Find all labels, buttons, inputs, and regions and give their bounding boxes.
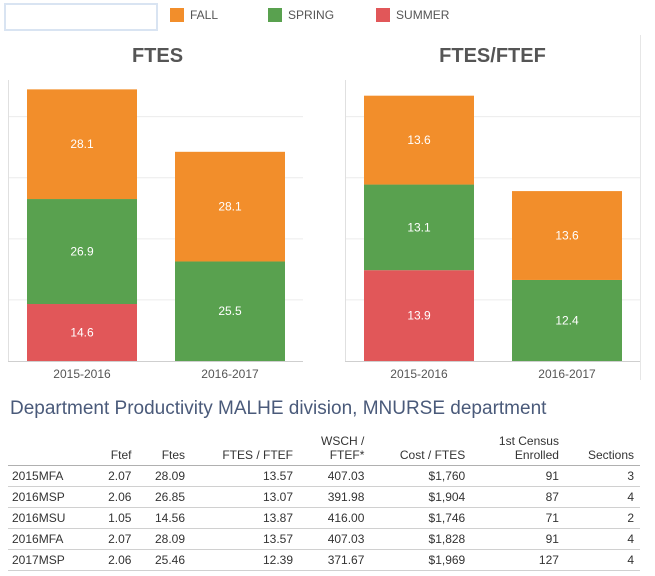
table-cell: 391.98 bbox=[327, 490, 365, 504]
data-label: 13.6 bbox=[555, 229, 579, 243]
table-cell: 28.09 bbox=[155, 469, 186, 483]
chart-title-ftes: FTES bbox=[131, 45, 184, 67]
bar-fall-2015-2016[interactable] bbox=[364, 95, 474, 185]
data-label: 13.6 bbox=[407, 133, 431, 147]
data-label: 28.1 bbox=[218, 200, 242, 214]
column-header: 1st Census Enrolled bbox=[498, 434, 559, 462]
table-cell: $1,904 bbox=[428, 490, 466, 504]
table-cell: 91 bbox=[545, 469, 559, 483]
table-cell: 4 bbox=[627, 490, 634, 504]
table-cell: 26.85 bbox=[155, 490, 186, 504]
legend-item-summer[interactable]: SUMMER bbox=[376, 8, 449, 22]
column-header: Ftef bbox=[110, 448, 132, 462]
table-cell: 87 bbox=[545, 490, 559, 504]
bar-summer-2015-2016[interactable] bbox=[27, 304, 137, 361]
table-cell: 13.57 bbox=[262, 532, 293, 546]
legend-swatch-summer bbox=[376, 8, 391, 22]
legend: FALL SPRING SUMMER bbox=[170, 8, 491, 22]
column-header: Sections bbox=[587, 448, 634, 462]
chart-title-ftes-per-ftef: FTES/FTEF bbox=[439, 45, 546, 67]
table-row: 2016MSU 1.05 14.56 13.87 416.00 $1,746 71 2 bbox=[8, 507, 640, 529]
chart-ftes: 14.6 26.9 28.1 2015-2016 25.5 28.1 2016-2017 bbox=[8, 80, 303, 381]
bar-summer-2015-2016[interactable] bbox=[364, 270, 474, 361]
legend-swatch-fall bbox=[170, 8, 184, 22]
table-cell: 2016MSP bbox=[12, 490, 65, 504]
legend-swatch-spring bbox=[268, 8, 283, 22]
table-cell: 2016MFA bbox=[12, 532, 64, 546]
table-cell: 28.09 bbox=[155, 532, 186, 546]
table-cell: 127 bbox=[538, 553, 559, 567]
table-cell: 416.00 bbox=[327, 511, 365, 525]
table-cell: 3 bbox=[627, 469, 634, 483]
data-label: 12.4 bbox=[555, 313, 579, 327]
table-row: 2015MFA 2.07 28.09 13.57 407.03 $1,760 91 3 bbox=[8, 465, 640, 487]
table-row: 2017MSP 2.06 25.46 12.39 371.67 $1,969 127 4 bbox=[8, 549, 640, 571]
filter-input[interactable] bbox=[4, 3, 158, 31]
table-cell: 2015MFA bbox=[12, 469, 64, 483]
table-cell: 407.03 bbox=[327, 532, 365, 546]
table-cell: 13.87 bbox=[262, 511, 293, 525]
data-label: 14.6 bbox=[70, 326, 94, 340]
legend-item-fall[interactable]: FALL bbox=[170, 8, 218, 22]
productivity-table: Ftef Ftes FTES / FTEF WSCH / FTEF* Cost / FTE… bbox=[8, 432, 640, 571]
table-cell: 2.07 bbox=[108, 469, 132, 483]
table-cell: 2 bbox=[627, 511, 634, 525]
bar-spring-2016-2017[interactable] bbox=[175, 261, 285, 361]
bar-fall-2016-2017[interactable] bbox=[175, 151, 285, 262]
x-tick-label: 2015-2016 bbox=[390, 367, 448, 381]
table-cell: 2016MSU bbox=[12, 511, 66, 525]
table-cell: 4 bbox=[627, 553, 634, 567]
legend-label-summer: SUMMER bbox=[396, 8, 450, 22]
table-cell: $1,969 bbox=[428, 553, 466, 567]
data-label: 13.9 bbox=[407, 309, 431, 323]
bar-spring-2015-2016[interactable] bbox=[364, 184, 474, 271]
panel-divider bbox=[640, 35, 641, 380]
table-cell: 1.05 bbox=[108, 511, 132, 525]
x-tick-label: 2016-2017 bbox=[201, 367, 259, 381]
table-cell: 13.07 bbox=[262, 490, 293, 504]
bar-spring-2015-2016[interactable] bbox=[27, 199, 137, 305]
column-header: Cost / FTES bbox=[399, 448, 466, 462]
table-cell: 91 bbox=[545, 532, 559, 546]
bar-fall-2016-2017[interactable] bbox=[512, 191, 622, 280]
table-header-row: Ftef Ftes FTES / FTEF WSCH / FTEF* Cost / FTE… bbox=[8, 432, 640, 466]
table-cell: 12.39 bbox=[262, 553, 293, 567]
table-cell: 407.03 bbox=[327, 469, 365, 483]
column-header bbox=[8, 432, 93, 466]
column-header: Ftes bbox=[161, 448, 186, 462]
column-header: FTES / FTEF bbox=[222, 448, 293, 462]
legend-label-fall: FALL bbox=[190, 8, 219, 22]
table-cell: $1,760 bbox=[428, 469, 466, 483]
table-title: Department Productivity MALHE division, … bbox=[10, 398, 547, 419]
bar-spring-2016-2017[interactable] bbox=[512, 279, 622, 361]
x-tick-label: 2015-2016 bbox=[53, 367, 111, 381]
data-label: 13.1 bbox=[407, 220, 431, 234]
table-cell: $1,828 bbox=[428, 532, 466, 546]
data-label: 28.1 bbox=[70, 137, 94, 151]
table-row: 2016MFA 2.07 28.09 13.57 407.03 $1,828 91 4 bbox=[8, 528, 640, 550]
table-cell: 2.06 bbox=[108, 490, 132, 504]
table-cell: 371.67 bbox=[327, 553, 365, 567]
x-tick-label: 2016-2017 bbox=[538, 367, 596, 381]
table-cell: 13.57 bbox=[262, 469, 293, 483]
table-cell: 2.07 bbox=[108, 532, 132, 546]
data-label: 25.5 bbox=[218, 304, 242, 318]
legend-label-spring: SPRING bbox=[288, 8, 335, 22]
table-row: 2016MSP 2.06 26.85 13.07 391.98 $1,904 87 4 bbox=[8, 486, 640, 508]
table-cell: $1,746 bbox=[428, 511, 466, 525]
legend-item-spring[interactable]: SPRING bbox=[268, 8, 334, 22]
column-header: WSCH / FTEF* bbox=[321, 434, 365, 462]
table-cell: 4 bbox=[627, 532, 634, 546]
table-cell: 71 bbox=[545, 511, 559, 525]
bar-fall-2015-2016[interactable] bbox=[27, 89, 137, 200]
data-label: 26.9 bbox=[70, 245, 94, 259]
table-cell: 25.46 bbox=[155, 553, 186, 567]
table-cell: 2017MSP bbox=[12, 553, 65, 567]
chart-ftes-per-ftef: 13.9 13.1 13.6 2015-2016 12.4 13.6 2016-2017 bbox=[345, 80, 640, 381]
table-cell: 14.56 bbox=[155, 511, 186, 525]
table-cell: 2.06 bbox=[108, 553, 132, 567]
